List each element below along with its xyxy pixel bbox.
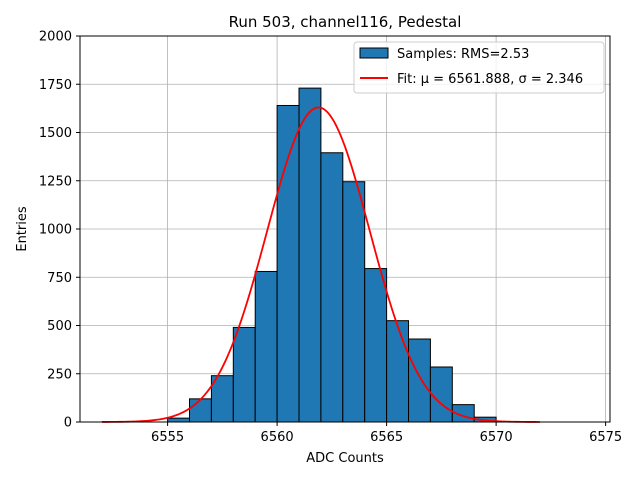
x-axis-ticks: 6555 6560 6565 6570 6575 — [151, 422, 622, 445]
histogram-bars — [167, 87, 497, 423]
y-tick-label: 1750 — [39, 78, 72, 93]
legend-fit-label: Fit: μ = 6561.888, σ = 2.346 — [397, 72, 583, 87]
legend-samples-label: Samples: RMS=2.53 — [397, 47, 529, 62]
y-axis-label: Entries — [15, 206, 30, 252]
histogram-bar-6565 — [386, 320, 410, 423]
y-tick-label: 1000 — [39, 223, 72, 238]
x-tick-label: 6575 — [589, 430, 622, 445]
y-tick-label: 1250 — [39, 174, 72, 189]
histogram-bar-6564 — [364, 268, 388, 423]
histogram-bar-6562 — [320, 152, 344, 423]
histogram-bar-6558 — [232, 326, 256, 423]
y-tick-label: 2000 — [39, 30, 72, 45]
histogram-bar-6556 — [189, 398, 212, 423]
histogram-bar-6555 — [167, 417, 191, 423]
legend-samples-swatch — [359, 47, 389, 59]
histogram-bar-6560 — [276, 104, 300, 423]
y-axis-ticks: 0 250 500 750 1000 1250 1500 1750 2000 — [39, 30, 80, 431]
histogram-bar-6563 — [342, 181, 366, 423]
histogram-bar-6566 — [408, 338, 431, 423]
y-tick-label: 750 — [47, 271, 72, 286]
legend-box — [353, 41, 605, 94]
x-tick-label: 6555 — [151, 430, 184, 445]
chart-title: Run 503, channel116, Pedestal — [229, 13, 462, 31]
histogram-bar-6559 — [254, 270, 278, 423]
x-tick-label: 6560 — [261, 430, 294, 445]
histogram-bar-6561 — [298, 87, 322, 423]
histogram-bar-6567 — [429, 366, 453, 423]
legend: Samples: RMS=2.53 Fit: μ = 6561.888, σ =… — [353, 41, 605, 94]
gaussian-fit-curve — [101, 106, 540, 423]
x-tick-label: 6565 — [370, 430, 403, 445]
y-tick-label: 1500 — [39, 126, 72, 141]
y-tick-label: 0 — [64, 416, 72, 431]
fit-curve-layer — [101, 106, 540, 423]
x-tick-label: 6570 — [480, 430, 513, 445]
y-tick-label: 250 — [47, 367, 72, 382]
y-tick-label: 500 — [47, 319, 72, 334]
x-axis-label: ADC Counts — [306, 451, 384, 466]
